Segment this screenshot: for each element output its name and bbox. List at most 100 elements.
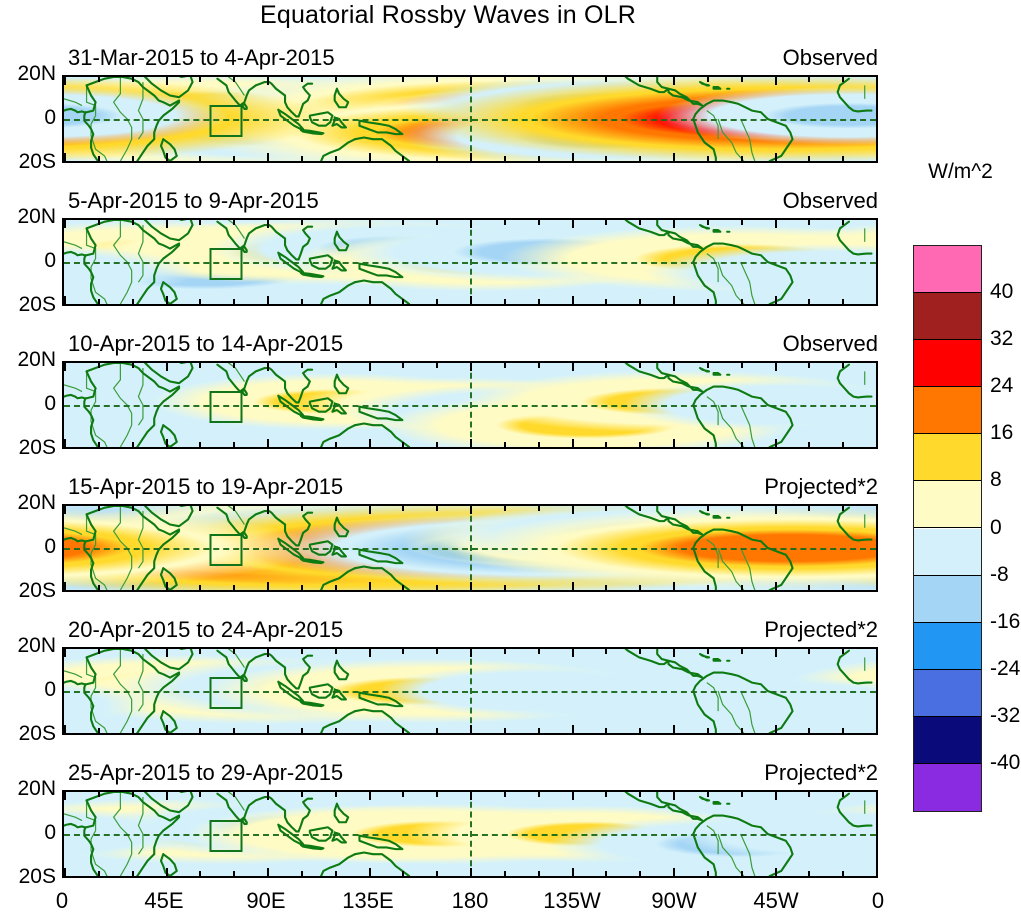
x-tick-mark-bottom [876, 725, 878, 733]
x-tick-mark-bottom [165, 439, 168, 447]
x-tick-mark-bottom [470, 439, 472, 447]
x-tick-mark-top [436, 649, 439, 654]
y-tick-label: 20S [18, 436, 56, 459]
y-tick-mark [62, 834, 64, 836]
y-tick-mark-right [876, 447, 878, 449]
colorbar-band[interactable] [914, 387, 981, 435]
x-tick-mark-bottom [402, 585, 405, 590]
x-tick-mark-top [842, 792, 845, 797]
x-tick-mark-top [199, 220, 202, 225]
y-tick-label: 0 [44, 249, 56, 272]
x-tick-mark-bottom [571, 439, 574, 447]
x-tick-mark-bottom [199, 728, 202, 733]
colorbar-band[interactable] [914, 669, 981, 717]
x-tick-label: 0 [55, 888, 69, 913]
x-tick-mark-top [673, 220, 675, 228]
colorbar-band[interactable] [914, 575, 981, 623]
x-tick-mark-top [97, 77, 100, 82]
x-tick-mark-bottom [368, 439, 371, 447]
x-tick-mark-top [706, 363, 709, 368]
y-tick-label: 20N [17, 491, 56, 514]
colorbar-band[interactable] [914, 622, 981, 670]
colorbar-tick-label: -8 [990, 562, 1009, 586]
colorbar-band[interactable] [914, 246, 981, 294]
x-tick-mark-top [233, 649, 236, 654]
x-tick-mark-bottom [199, 299, 202, 304]
x-tick-mark-top [402, 792, 405, 797]
x-tick-mark-bottom [199, 442, 202, 447]
x-tick-mark-top [165, 792, 168, 800]
y-tick-label: 20S [18, 865, 56, 888]
x-tick-mark-top [131, 506, 134, 511]
x-tick-mark-bottom [503, 728, 506, 733]
x-tick-mark-bottom [436, 442, 439, 447]
x-tick-mark-top [199, 506, 202, 511]
x-tick-mark-top [436, 506, 439, 511]
x-tick-mark-top [706, 77, 709, 82]
x-tick-mark-bottom [673, 582, 675, 590]
colorbar-band[interactable] [914, 340, 981, 388]
x-tick-mark-bottom [537, 156, 540, 161]
colorbar-tick-label: 24 [990, 374, 1014, 398]
x-tick-mark-bottom [673, 868, 675, 876]
x-tick-mark-top [673, 363, 675, 371]
colorbar-band[interactable] [914, 528, 981, 576]
y-tick-mark [62, 262, 64, 264]
x-tick-mark-top [706, 649, 709, 654]
x-tick-mark-top [639, 220, 642, 225]
y-tick-mark [62, 876, 64, 878]
x-tick-mark-bottom [842, 299, 845, 304]
x-tick-mark-bottom [334, 442, 337, 447]
x-tick-mark-top [706, 220, 709, 225]
y-tick-mark-right [876, 691, 878, 693]
x-tick-mark-bottom [571, 725, 574, 733]
x-tick-mark-bottom [233, 871, 236, 876]
y-tick-label: 0 [44, 392, 56, 415]
x-tick-mark-bottom [774, 725, 777, 733]
x-tick-label: 45W [753, 888, 799, 913]
x-tick-mark-bottom [673, 725, 675, 733]
y-tick-label: 20S [18, 722, 56, 745]
x-tick-mark-bottom [267, 153, 269, 161]
x-tick-mark-top [436, 363, 439, 368]
x-tick-mark-bottom [165, 153, 168, 161]
colorbar-band[interactable] [914, 716, 981, 764]
x-tick-mark-bottom [64, 868, 66, 876]
colorbar-band[interactable] [914, 293, 981, 341]
y-tick-label: 20S [18, 579, 56, 602]
dateline-marker [470, 363, 472, 447]
x-tick-mark-top [673, 649, 675, 657]
panel-date-label: 25-Apr-2015 to 29-Apr-2015 [68, 760, 344, 785]
x-tick-mark-bottom [605, 871, 608, 876]
region-box-marker [209, 820, 243, 852]
colorbar-tick-label: 0 [990, 515, 1002, 539]
x-tick-mark-bottom [706, 442, 709, 447]
x-tick-mark-top [605, 220, 608, 225]
colorbar-band[interactable] [914, 481, 981, 529]
x-tick-mark-top [368, 220, 371, 228]
colorbar-band[interactable] [914, 763, 981, 811]
x-tick-mark-bottom [199, 156, 202, 161]
x-tick-mark-bottom [233, 299, 236, 304]
region-box-marker [209, 677, 243, 709]
y-tick-mark [62, 119, 64, 121]
y-tick-mark [62, 447, 64, 449]
x-tick-mark-bottom [571, 868, 574, 876]
x-tick-mark-top [808, 363, 811, 368]
x-tick-mark-bottom [673, 296, 675, 304]
y-tick-label: 0 [44, 678, 56, 701]
x-tick-mark-top [199, 792, 202, 797]
colorbar[interactable] [913, 245, 982, 812]
x-tick-mark-bottom [64, 153, 66, 161]
x-tick-mark-bottom [605, 585, 608, 590]
x-tick-mark-bottom [740, 728, 743, 733]
x-tick-mark-bottom [537, 871, 540, 876]
map-plot-area [62, 361, 878, 449]
x-tick-mark-bottom [740, 156, 743, 161]
x-tick-mark-top [402, 220, 405, 225]
x-tick-mark-bottom [740, 585, 743, 590]
colorbar-band[interactable] [914, 434, 981, 482]
x-tick-mark-top [97, 220, 100, 225]
x-tick-mark-top [605, 792, 608, 797]
x-tick-mark-bottom [165, 582, 168, 590]
